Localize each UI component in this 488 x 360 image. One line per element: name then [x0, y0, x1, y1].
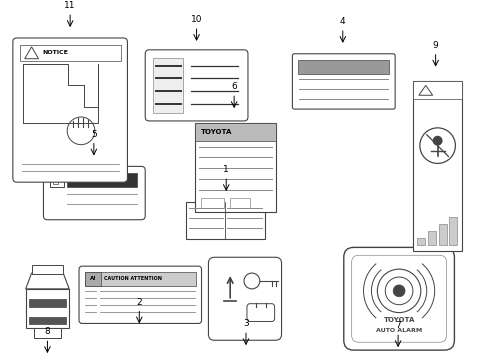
Bar [412, 81, 461, 99]
FancyBboxPatch shape [343, 247, 453, 350]
Bar [438, 224, 446, 246]
Bar [50, 173, 64, 187]
Bar [85, 272, 101, 286]
FancyBboxPatch shape [351, 255, 446, 342]
Text: 11: 11 [64, 1, 76, 10]
Polygon shape [26, 273, 69, 289]
Bar [20, 45, 120, 61]
Text: 8: 8 [44, 327, 50, 336]
Bar [185, 202, 264, 239]
Text: 10: 10 [190, 15, 202, 24]
FancyBboxPatch shape [246, 304, 274, 321]
Text: CAUTION ATTENTION: CAUTION ATTENTION [103, 276, 162, 282]
Text: 7: 7 [394, 321, 400, 330]
Bar [230, 198, 249, 208]
Bar [298, 60, 388, 73]
FancyBboxPatch shape [43, 166, 145, 220]
Bar [26, 289, 69, 328]
Polygon shape [418, 85, 432, 95]
Bar [32, 265, 63, 274]
Circle shape [392, 285, 404, 297]
Text: 2: 2 [136, 298, 142, 307]
Bar [194, 123, 275, 212]
Bar [448, 217, 456, 246]
Text: TOYOTA: TOYOTA [383, 318, 414, 324]
Bar [412, 81, 461, 251]
FancyBboxPatch shape [292, 54, 394, 109]
Text: A!: A! [89, 276, 96, 282]
Bar [153, 58, 183, 113]
Text: CHILD PROTECTION: CHILD PROTECTION [69, 178, 117, 182]
FancyBboxPatch shape [145, 50, 247, 121]
Bar [53, 178, 58, 184]
FancyBboxPatch shape [208, 257, 281, 340]
Text: 4: 4 [339, 17, 345, 26]
FancyBboxPatch shape [79, 266, 201, 323]
Text: 3: 3 [243, 319, 248, 328]
Bar [29, 299, 66, 307]
Bar [29, 316, 66, 324]
Bar [416, 238, 424, 246]
Text: 9: 9 [432, 41, 438, 50]
Bar [67, 173, 137, 187]
Bar [85, 272, 195, 286]
Text: 1: 1 [223, 165, 229, 174]
Text: 6: 6 [231, 82, 237, 91]
Bar [34, 328, 61, 338]
Text: AUTO ALARM: AUTO ALARM [375, 328, 421, 333]
Polygon shape [25, 47, 39, 59]
Bar [427, 231, 435, 246]
Text: TOYOTA: TOYOTA [200, 129, 231, 135]
Bar [200, 198, 224, 208]
Circle shape [432, 136, 442, 146]
FancyBboxPatch shape [13, 38, 127, 182]
Bar [194, 123, 275, 141]
Text: 5: 5 [91, 130, 97, 139]
Text: NOTICE: NOTICE [42, 50, 68, 55]
